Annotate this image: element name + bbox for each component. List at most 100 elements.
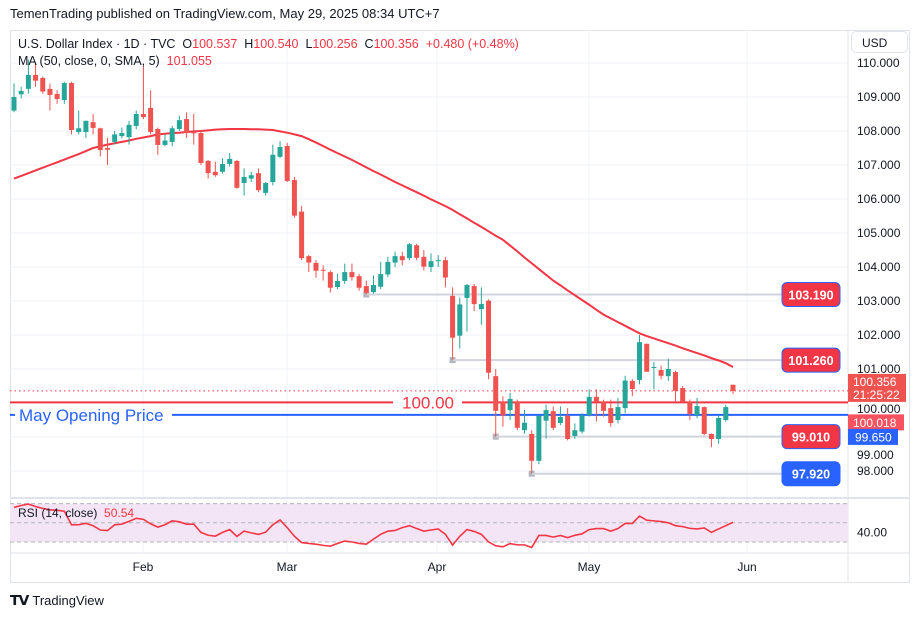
currency-button[interactable]: USD: [851, 31, 908, 53]
candle-body[interactable]: [450, 295, 456, 338]
candle-body[interactable]: [694, 406, 700, 415]
candle-body[interactable]: [47, 88, 53, 95]
candle-body[interactable]: [629, 380, 635, 390]
candle-body[interactable]: [716, 417, 722, 440]
candle-body[interactable]: [392, 256, 398, 263]
candle-body[interactable]: [90, 122, 96, 128]
candle-body[interactable]: [162, 140, 168, 145]
candle-body[interactable]: [378, 274, 384, 287]
candle-body[interactable]: [478, 304, 484, 310]
candle-body[interactable]: [291, 179, 297, 216]
candle-body[interactable]: [148, 107, 154, 133]
candle-body[interactable]: [306, 256, 312, 263]
candle-body[interactable]: [371, 285, 376, 293]
candle-body[interactable]: [572, 430, 578, 436]
candle-body[interactable]: [644, 343, 650, 372]
tradingview-logo-icon[interactable]: 𝗧𝗩: [10, 592, 29, 608]
candle-body[interactable]: [442, 260, 448, 278]
candle-body[interactable]: [198, 133, 204, 163]
candle-body[interactable]: [241, 176, 247, 184]
candle-body[interactable]: [708, 433, 714, 440]
candle-body[interactable]: [486, 300, 492, 373]
ma-line[interactable]: [13, 127, 734, 368]
candle-body[interactable]: [651, 366, 657, 368]
candle-body[interactable]: [637, 342, 643, 380]
ma-label[interactable]: MA (50, close, 0, SMA, 5): [18, 54, 160, 68]
candle-body[interactable]: [313, 262, 319, 271]
candle-body[interactable]: [414, 245, 420, 258]
candle-body[interactable]: [457, 304, 463, 336]
candle-body[interactable]: [565, 415, 571, 440]
candle-body[interactable]: [320, 269, 326, 271]
candle-body[interactable]: [133, 114, 139, 126]
candle-body[interactable]: [601, 401, 607, 411]
candle-body[interactable]: [500, 401, 506, 416]
candle-body[interactable]: [263, 183, 269, 193]
candle-body[interactable]: [399, 256, 405, 261]
candle-body[interactable]: [270, 154, 276, 182]
candle-body[interactable]: [234, 160, 240, 188]
candle-body[interactable]: [514, 401, 520, 428]
candle-body[interactable]: [608, 408, 614, 424]
candle-body[interactable]: [557, 416, 563, 424]
candle-body[interactable]: [61, 83, 67, 101]
candle-body[interactable]: [363, 286, 369, 293]
candle-body[interactable]: [672, 372, 678, 391]
candle-body[interactable]: [83, 120, 89, 133]
candle-body[interactable]: [299, 211, 305, 259]
candle-body[interactable]: [730, 384, 736, 391]
candle-body[interactable]: [33, 74, 39, 81]
candle-body[interactable]: [40, 77, 46, 92]
candle-body[interactable]: [18, 90, 24, 95]
candle-body[interactable]: [615, 407, 621, 420]
candle-body[interactable]: [349, 272, 355, 278]
candle-body[interactable]: [327, 272, 333, 288]
candle-body[interactable]: [119, 133, 125, 137]
candle-body[interactable]: [140, 114, 146, 118]
candle-body[interactable]: [421, 256, 427, 267]
candle-body[interactable]: [191, 132, 197, 134]
symbol-name[interactable]: U.S. Dollar Index · 1D · TVC: [18, 37, 176, 51]
candle-body[interactable]: [435, 260, 441, 262]
candle-body[interactable]: [543, 410, 549, 421]
candle-body[interactable]: [342, 272, 348, 281]
candle-body[interactable]: [529, 433, 535, 461]
candle-body[interactable]: [507, 398, 513, 411]
candle-body[interactable]: [622, 380, 628, 409]
candle-body[interactable]: [104, 148, 110, 150]
candle-body[interactable]: [54, 93, 60, 100]
candle-body[interactable]: [701, 407, 707, 434]
candle-body[interactable]: [586, 396, 592, 415]
candle-body[interactable]: [11, 97, 17, 111]
brand-name[interactable]: TradingView: [32, 593, 104, 608]
candle-body[interactable]: [97, 128, 103, 151]
candle-body[interactable]: [284, 145, 290, 181]
candle-body[interactable]: [536, 415, 542, 461]
candle-body[interactable]: [521, 422, 527, 431]
candle-body[interactable]: [471, 286, 477, 305]
candle-body[interactable]: [335, 280, 341, 288]
candle-body[interactable]: [69, 83, 75, 130]
candle-body[interactable]: [385, 261, 391, 275]
candle-body[interactable]: [220, 163, 226, 172]
candle-body[interactable]: [176, 120, 182, 129]
candle-body[interactable]: [579, 415, 585, 432]
candle-body[interactable]: [406, 244, 412, 259]
candle-body[interactable]: [248, 175, 254, 179]
candle-body[interactable]: [550, 411, 556, 428]
candle-body[interactable]: [112, 134, 118, 142]
candle-body[interactable]: [155, 128, 161, 145]
candle-body[interactable]: [76, 128, 82, 133]
candle-body[interactable]: [428, 261, 434, 267]
candle-body[interactable]: [593, 396, 599, 402]
candle-body[interactable]: [227, 158, 233, 164]
candle-body[interactable]: [184, 119, 190, 134]
candle-body[interactable]: [464, 285, 470, 298]
candle-body[interactable]: [255, 173, 261, 191]
candle-body[interactable]: [687, 401, 693, 414]
candle-body[interactable]: [212, 171, 218, 176]
rsi-label[interactable]: RSI (14, close): [18, 506, 98, 520]
candle-body[interactable]: [680, 388, 686, 402]
candle-body[interactable]: [205, 160, 211, 174]
